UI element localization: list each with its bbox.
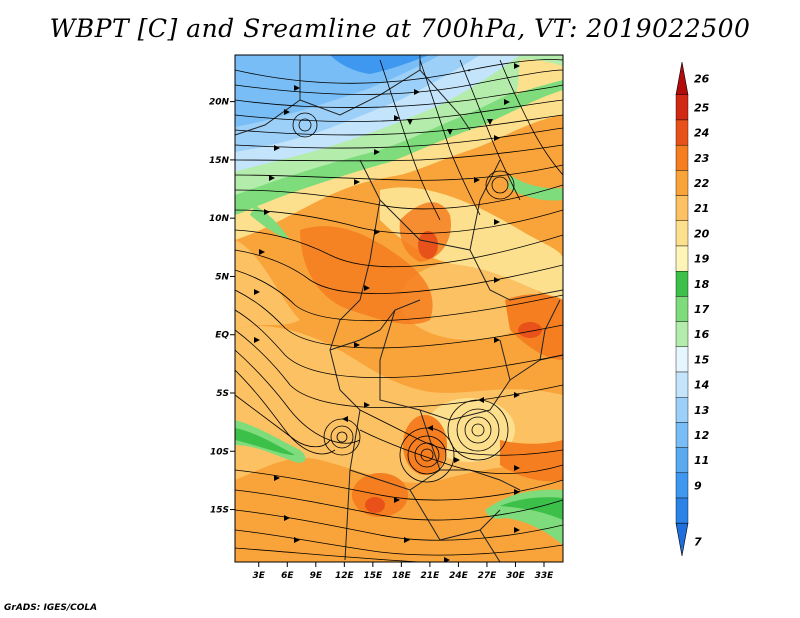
map-title: WBPT [C] and Sreamline at 700hPa, VT: 20… xyxy=(49,14,751,43)
colorbar-swatch xyxy=(675,371,689,398)
colorbar-label: 19 xyxy=(694,253,710,266)
colorbar-label: 20 xyxy=(694,227,710,240)
lon-label: 9E xyxy=(310,571,323,581)
colorbar-swatch xyxy=(675,119,689,146)
colorbar: 26 25 24 23 22 21 20 19 18 17 16 15 14 13 12 11 9 7 xyxy=(675,61,710,557)
lon-label: 33E xyxy=(535,571,555,581)
lat-label: 15N xyxy=(209,156,230,166)
lon-label: 27E xyxy=(478,571,498,581)
colorbar-label: 12 xyxy=(694,429,710,442)
colorbar-label: 25 xyxy=(694,101,710,114)
colorbar-swatch xyxy=(675,245,689,272)
colorbar-label: 21 xyxy=(694,202,709,215)
colorbar-top-arrow xyxy=(675,61,689,96)
colorbar-swatch xyxy=(675,497,689,524)
colorbar-label: 17 xyxy=(694,303,710,316)
lat-label: EQ xyxy=(215,331,229,341)
colorbar-label: 16 xyxy=(694,328,710,341)
colorbar-label: 13 xyxy=(694,404,710,417)
colorbar-label: 24 xyxy=(694,127,709,140)
colorbar-swatch xyxy=(675,220,689,247)
colorbar-swatch xyxy=(675,296,689,322)
colorbar-label: 7 xyxy=(694,535,702,548)
lat-label: 10N xyxy=(209,214,230,224)
streamline-arrows xyxy=(254,63,520,562)
colorbar-label: 26 xyxy=(694,72,710,85)
colorbar-swatch xyxy=(675,170,689,196)
lon-label: 21E xyxy=(421,571,441,581)
colorbar-label: 14 xyxy=(694,379,709,392)
lon-label: 3E xyxy=(253,571,266,581)
colorbar-swatch xyxy=(675,270,689,297)
lon-label: 15E xyxy=(364,571,384,581)
lon-label: 6E xyxy=(281,571,294,581)
colorbar-bottom-arrow xyxy=(675,522,689,557)
colorbar-label: 23 xyxy=(694,152,710,165)
colorbar-label: 22 xyxy=(694,177,710,190)
lon-label: 24E xyxy=(449,571,469,581)
colorbar-swatch xyxy=(675,195,689,221)
colorbar-label: 11 xyxy=(694,454,709,467)
colorbar-swatch xyxy=(675,397,689,423)
colorbar-label: 18 xyxy=(694,278,710,291)
map-frame xyxy=(234,54,564,563)
streamlines xyxy=(235,59,563,562)
lat-label: 10S xyxy=(210,447,229,457)
lon-label: 18E xyxy=(392,571,412,581)
lon-label: 12E xyxy=(335,571,355,581)
colorbar-swatch xyxy=(675,472,689,499)
colorbar-label: 9 xyxy=(694,479,702,492)
colorbar-swatch xyxy=(675,447,689,474)
longitude-axis: 3E 6E 9E 12E 15E 18E 21E 24E 27E 30E 33E xyxy=(253,562,555,581)
colorbar-swatch xyxy=(675,422,689,448)
latitude-axis: 20N 15N 10N 5N EQ 5S 10S 15S xyxy=(209,98,235,516)
colorbar-swatch xyxy=(675,321,689,348)
colorbar-swatch xyxy=(675,94,689,121)
lat-label: 15S xyxy=(210,506,229,516)
colorbar-label: 15 xyxy=(694,353,710,366)
lon-label: 30E xyxy=(506,571,526,581)
colorbar-swatch xyxy=(675,144,689,171)
colorbar-swatch xyxy=(675,346,689,373)
lat-label: 20N xyxy=(209,98,230,108)
grads-credit: GrADS: IGES/COLA xyxy=(4,603,98,613)
lat-label: 5N xyxy=(215,272,229,282)
lat-label: 5S xyxy=(216,389,229,399)
